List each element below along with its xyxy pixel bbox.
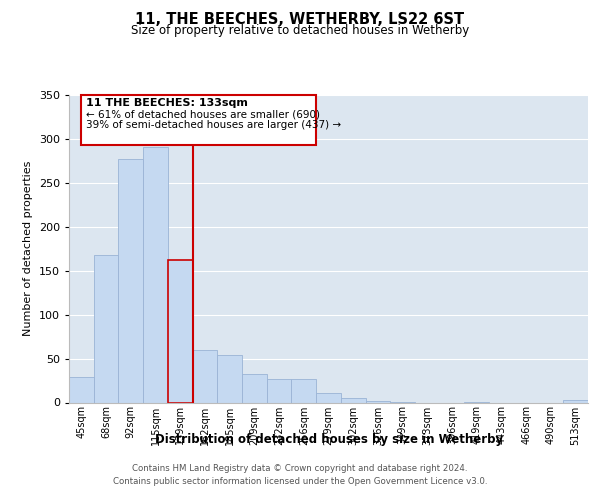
Text: Distribution of detached houses by size in Wetherby: Distribution of detached houses by size … [155, 434, 503, 446]
Bar [563, 400, 588, 402]
Text: Contains HM Land Registry data © Crown copyright and database right 2024.: Contains HM Land Registry data © Crown c… [132, 464, 468, 473]
Bar [69, 377, 94, 402]
Bar [242, 374, 267, 402]
Bar [316, 393, 341, 402]
Text: ← 61% of detached houses are smaller (690): ← 61% of detached houses are smaller (69… [86, 109, 320, 119]
FancyBboxPatch shape [82, 95, 316, 145]
Bar [292, 379, 316, 402]
Text: 11, THE BEECHES, WETHERBY, LS22 6ST: 11, THE BEECHES, WETHERBY, LS22 6ST [136, 12, 464, 28]
Bar [341, 398, 365, 402]
Text: Contains public sector information licensed under the Open Government Licence v3: Contains public sector information licen… [113, 477, 487, 486]
Bar [217, 355, 242, 403]
Y-axis label: Number of detached properties: Number of detached properties [23, 161, 33, 336]
Bar [267, 379, 292, 402]
Bar [365, 400, 390, 402]
Text: 39% of semi-detached houses are larger (437) →: 39% of semi-detached houses are larger (… [86, 120, 341, 130]
Bar [94, 255, 118, 402]
Bar [143, 147, 168, 403]
Bar [168, 260, 193, 402]
Bar [193, 350, 217, 403]
Bar [118, 159, 143, 402]
Text: Size of property relative to detached houses in Wetherby: Size of property relative to detached ho… [131, 24, 469, 37]
Text: 11 THE BEECHES: 133sqm: 11 THE BEECHES: 133sqm [86, 98, 248, 108]
